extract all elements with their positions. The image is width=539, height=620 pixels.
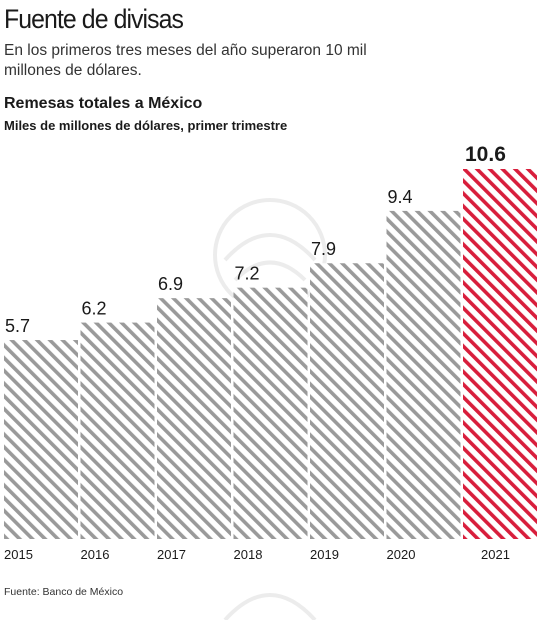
value-label-2019: 7.9 xyxy=(311,239,336,259)
value-label-2020: 9.4 xyxy=(388,187,413,207)
x-tick-label-2021: 2021 xyxy=(481,547,510,562)
bar-2017 xyxy=(157,298,231,539)
value-label-2015: 5.7 xyxy=(5,316,30,336)
x-tick-label-2016: 2016 xyxy=(81,547,110,562)
x-tick-label-2019: 2019 xyxy=(310,547,339,562)
x-tick-label-2015: 2015 xyxy=(4,547,33,562)
watermark-logo-bottom-icon xyxy=(223,593,317,620)
headline: Fuente de divisas xyxy=(4,4,184,34)
chart-subtitle: Miles de millones de dólares, primer tri… xyxy=(4,118,288,133)
value-label-2018: 7.2 xyxy=(235,264,260,284)
bar-2020 xyxy=(386,210,461,540)
source-note: Fuente: Banco de México xyxy=(4,586,124,598)
chart-title: Remesas totales a México xyxy=(4,95,203,112)
subhead: En los primeros tres meses del año super… xyxy=(4,42,367,79)
value-label-2017: 6.9 xyxy=(158,274,183,294)
x-tick-label-2018: 2018 xyxy=(234,547,263,562)
bar-2015 xyxy=(4,340,78,539)
x-tick-label-2017: 2017 xyxy=(157,547,186,562)
bar-2016 xyxy=(80,322,155,539)
value-label-2021: 10.6 xyxy=(465,143,506,166)
bar-2019 xyxy=(310,263,384,539)
bar-2021 xyxy=(463,169,537,539)
x-tick-label-2020: 2020 xyxy=(387,547,416,562)
value-label-2016: 6.2 xyxy=(82,299,107,319)
bar-2018 xyxy=(233,287,308,539)
